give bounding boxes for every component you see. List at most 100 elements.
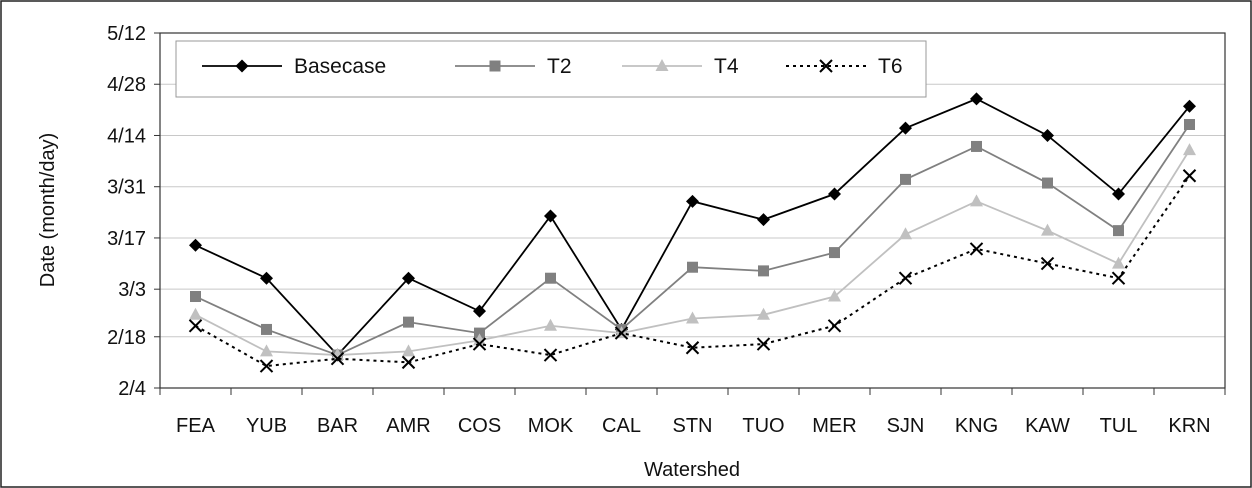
data-point [473,333,486,346]
data-point [189,307,202,320]
data-point [829,247,840,259]
y-tick-label: 3/3 [118,279,146,301]
legend-marker [489,60,501,72]
legend-entry: Basecase [202,55,386,78]
data-point [474,327,485,339]
data-point [970,194,983,207]
series-t6 [188,169,1197,373]
data-point [1041,128,1054,142]
x-tick-label: AMR [386,415,430,437]
legend: Basecase T2 T4 T6 [175,40,927,98]
data-point [472,337,487,351]
data-point [970,92,983,106]
data-point [1111,271,1126,285]
y-tick-label: 3/31 [107,177,146,199]
x-tick-label: MER [812,415,856,437]
data-point [260,271,273,285]
x-tick-label: BAR [317,415,358,437]
data-point [828,187,841,201]
data-point [401,355,416,370]
legend-marker [235,59,249,73]
data-point [686,311,699,324]
y-axis: 2/4 2/18 3/3 3/17 3/31 4/14 4/28 5/12 [107,23,160,400]
data-point [686,194,699,208]
x-axis-title: Watershed [644,459,740,481]
data-point [757,307,770,320]
series-t2 [190,118,1195,361]
data-point [1112,256,1125,269]
x-tick-label: TUO [742,415,784,437]
data-point [756,337,771,351]
data-point [188,319,203,333]
y-tick-label: 4/14 [107,125,146,147]
data-point [969,242,984,256]
legend-label: T6 [878,55,903,78]
x-tick-label: YUB [246,415,287,437]
x-tick-label: COS [458,415,501,437]
data-point [1113,225,1124,237]
data-point [190,291,201,303]
data-point [971,140,982,152]
x-tick-label: KAW [1025,415,1070,437]
data-point [898,271,913,285]
data-point [687,261,698,273]
series-line [195,175,1191,368]
x-tick-label: TUL [1100,415,1138,437]
x-axis: FEA YUB BAR AMR COS MOK CAL STN TUO MER SJN KNG KAW T… [159,388,1226,437]
data-point [614,326,629,340]
legend-entry: T4 [622,55,739,78]
x-tick-label: KNG [955,415,998,437]
data-point [331,348,344,361]
series-group [188,92,1197,373]
y-tick-label: 4/28 [107,74,146,96]
x-tick-label: KRN [1168,415,1210,437]
y-axis-title: Date (month/day) [37,133,59,288]
data-point [1040,256,1055,271]
data-point [544,318,557,331]
data-point [402,271,415,285]
data-point [403,316,414,328]
data-point [1182,169,1197,183]
legend-marker [655,59,669,71]
data-point [260,344,273,357]
plot-area [159,32,1226,389]
data-point [1183,99,1196,113]
data-point [330,352,345,366]
legend-label: T2 [547,55,572,78]
data-point [473,304,486,318]
data-point [827,319,842,333]
data-point [685,341,700,355]
x-tick-label: STN [673,415,713,437]
data-point [828,289,841,302]
legend-box [175,40,927,98]
data-point [189,238,202,252]
data-point [261,323,272,335]
data-point [1042,177,1053,189]
y-tick-label: 2/18 [107,327,146,349]
x-tick-label: CAL [602,415,641,437]
y-tick-label: 3/17 [107,228,146,250]
legend-entry: T2 [455,55,572,78]
legend-label: T4 [714,55,739,78]
legend-label: Basecase [294,55,386,78]
data-point [1183,143,1196,156]
data-point [1112,187,1125,201]
data-point [1041,223,1054,236]
data-point [900,173,911,185]
data-point [544,209,557,223]
data-point [757,213,770,227]
data-point [899,121,912,135]
data-point [758,265,769,277]
data-point [899,227,912,240]
data-point [543,348,558,362]
data-point [1184,118,1195,130]
legend-entry: T6 [786,55,903,78]
data-point [545,272,556,284]
x-tick-label: SJN [887,415,925,437]
x-tick-label: FEA [176,415,216,437]
legend-marker [819,59,833,73]
x-tick-label: MOK [528,415,574,437]
data-point [402,344,415,357]
data-point [259,359,274,373]
